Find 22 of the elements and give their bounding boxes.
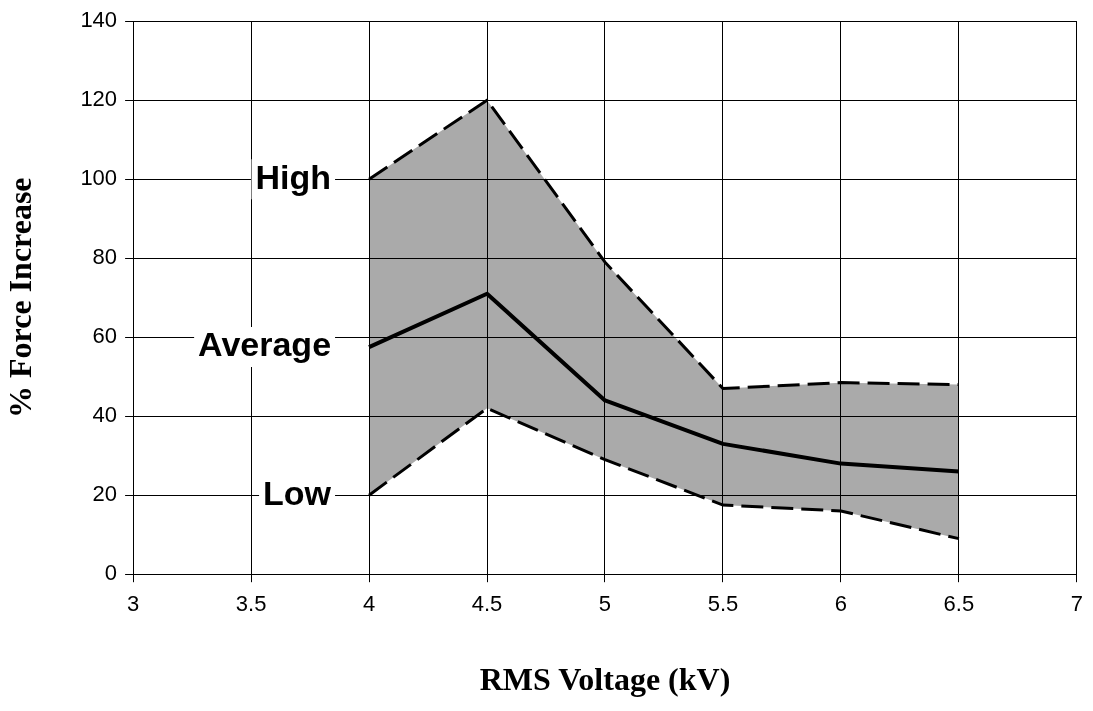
y-tick-label: 100 xyxy=(80,165,118,191)
y-tick-label: 60 xyxy=(92,323,118,349)
y-tick-label: 120 xyxy=(80,86,118,112)
x-tick-label: 6 xyxy=(834,591,848,617)
x-tick-label: 3.5 xyxy=(235,591,267,617)
x-tick-label: 5 xyxy=(598,591,612,617)
x-tick-label: 4 xyxy=(362,591,376,617)
y-tick-label: 20 xyxy=(92,481,118,507)
x-tick-label: 3 xyxy=(126,591,140,617)
x-tick-label: 5.5 xyxy=(707,591,739,617)
series-label: Average xyxy=(198,325,332,364)
y-tick-label: 40 xyxy=(92,402,118,428)
x-axis-title: RMS Voltage (kV) xyxy=(479,661,731,698)
x-tick-label: 6.5 xyxy=(943,591,975,617)
y-axis-title: % Force Increase xyxy=(2,177,39,418)
annotation: Low xyxy=(263,473,332,512)
annotation: High xyxy=(255,157,332,196)
y-tick-label: 140 xyxy=(80,7,118,33)
y-tick-label: 0 xyxy=(104,560,118,586)
y-tick-label: 80 xyxy=(92,244,118,270)
x-tick-label: 4.5 xyxy=(471,591,503,617)
x-tick-label: 7 xyxy=(1070,591,1084,617)
